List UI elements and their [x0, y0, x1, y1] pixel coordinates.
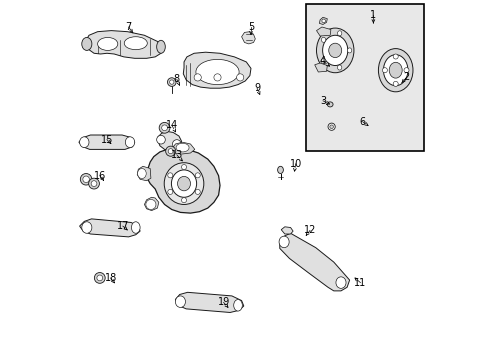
- Ellipse shape: [162, 125, 167, 131]
- Text: 3: 3: [319, 96, 325, 106]
- Ellipse shape: [388, 62, 401, 78]
- Ellipse shape: [91, 181, 97, 186]
- Text: 16: 16: [94, 171, 106, 181]
- Text: 13: 13: [170, 150, 183, 160]
- Ellipse shape: [326, 102, 332, 107]
- Text: 5: 5: [247, 22, 254, 32]
- Ellipse shape: [337, 65, 341, 70]
- Ellipse shape: [329, 125, 333, 129]
- Text: 7: 7: [125, 22, 131, 32]
- Ellipse shape: [164, 163, 203, 204]
- Polygon shape: [80, 219, 140, 237]
- Ellipse shape: [321, 37, 325, 42]
- Ellipse shape: [328, 43, 341, 58]
- Polygon shape: [146, 148, 220, 213]
- Ellipse shape: [82, 176, 89, 183]
- Ellipse shape: [165, 146, 175, 156]
- Text: 10: 10: [289, 159, 301, 169]
- Polygon shape: [85, 31, 162, 58]
- Ellipse shape: [137, 168, 146, 179]
- Ellipse shape: [124, 37, 147, 50]
- Text: 12: 12: [303, 225, 316, 235]
- Ellipse shape: [156, 40, 165, 53]
- Ellipse shape: [337, 31, 341, 36]
- Polygon shape: [175, 292, 244, 312]
- Ellipse shape: [156, 135, 165, 144]
- Ellipse shape: [94, 273, 105, 283]
- Polygon shape: [171, 142, 194, 154]
- Ellipse shape: [392, 81, 397, 86]
- Ellipse shape: [392, 54, 397, 59]
- Ellipse shape: [175, 296, 185, 307]
- Ellipse shape: [168, 149, 173, 154]
- Ellipse shape: [316, 28, 353, 73]
- Text: 2: 2: [403, 72, 409, 82]
- Polygon shape: [316, 27, 330, 36]
- Ellipse shape: [195, 173, 200, 178]
- Ellipse shape: [80, 174, 92, 185]
- Polygon shape: [144, 197, 159, 211]
- Ellipse shape: [131, 222, 140, 233]
- Ellipse shape: [195, 189, 200, 194]
- Ellipse shape: [321, 19, 325, 23]
- Ellipse shape: [277, 166, 283, 174]
- Ellipse shape: [403, 68, 408, 73]
- Ellipse shape: [177, 176, 190, 191]
- Polygon shape: [183, 52, 250, 88]
- Text: 17: 17: [117, 221, 129, 231]
- Text: 1: 1: [369, 10, 376, 20]
- Ellipse shape: [236, 74, 244, 81]
- Ellipse shape: [233, 300, 242, 311]
- Polygon shape: [241, 32, 255, 44]
- Ellipse shape: [145, 199, 156, 210]
- Polygon shape: [281, 227, 292, 234]
- Ellipse shape: [383, 55, 407, 86]
- Ellipse shape: [181, 198, 186, 203]
- Ellipse shape: [194, 74, 201, 81]
- Ellipse shape: [213, 74, 221, 81]
- Ellipse shape: [159, 122, 170, 133]
- Text: 11: 11: [354, 278, 366, 288]
- Ellipse shape: [171, 170, 196, 197]
- Ellipse shape: [321, 58, 325, 63]
- Polygon shape: [279, 233, 349, 291]
- Ellipse shape: [81, 222, 92, 233]
- Ellipse shape: [80, 137, 89, 148]
- Text: 18: 18: [104, 273, 117, 283]
- Ellipse shape: [98, 37, 118, 50]
- Ellipse shape: [378, 49, 412, 92]
- Ellipse shape: [279, 236, 288, 248]
- Text: 9: 9: [254, 83, 260, 93]
- Ellipse shape: [81, 37, 92, 50]
- Text: 8: 8: [173, 74, 180, 84]
- Ellipse shape: [97, 275, 102, 281]
- Polygon shape: [79, 135, 134, 149]
- Ellipse shape: [347, 48, 351, 53]
- Polygon shape: [158, 131, 181, 151]
- Text: 19: 19: [217, 297, 229, 307]
- Polygon shape: [319, 17, 326, 24]
- Ellipse shape: [125, 137, 134, 148]
- Text: 4: 4: [319, 56, 325, 66]
- Ellipse shape: [322, 35, 347, 66]
- Ellipse shape: [167, 78, 176, 86]
- Text: 15: 15: [101, 135, 113, 145]
- Ellipse shape: [327, 123, 335, 130]
- Text: 14: 14: [165, 120, 178, 130]
- Ellipse shape: [167, 173, 172, 178]
- Ellipse shape: [196, 59, 239, 85]
- Bar: [305, 4, 423, 151]
- Ellipse shape: [172, 140, 181, 148]
- Ellipse shape: [176, 143, 189, 152]
- Ellipse shape: [167, 189, 172, 194]
- Ellipse shape: [382, 68, 386, 73]
- Ellipse shape: [181, 165, 186, 170]
- Text: 6: 6: [359, 117, 365, 127]
- Ellipse shape: [169, 80, 174, 84]
- Ellipse shape: [335, 277, 346, 288]
- Ellipse shape: [88, 178, 99, 189]
- Polygon shape: [137, 166, 151, 181]
- Polygon shape: [314, 63, 326, 72]
